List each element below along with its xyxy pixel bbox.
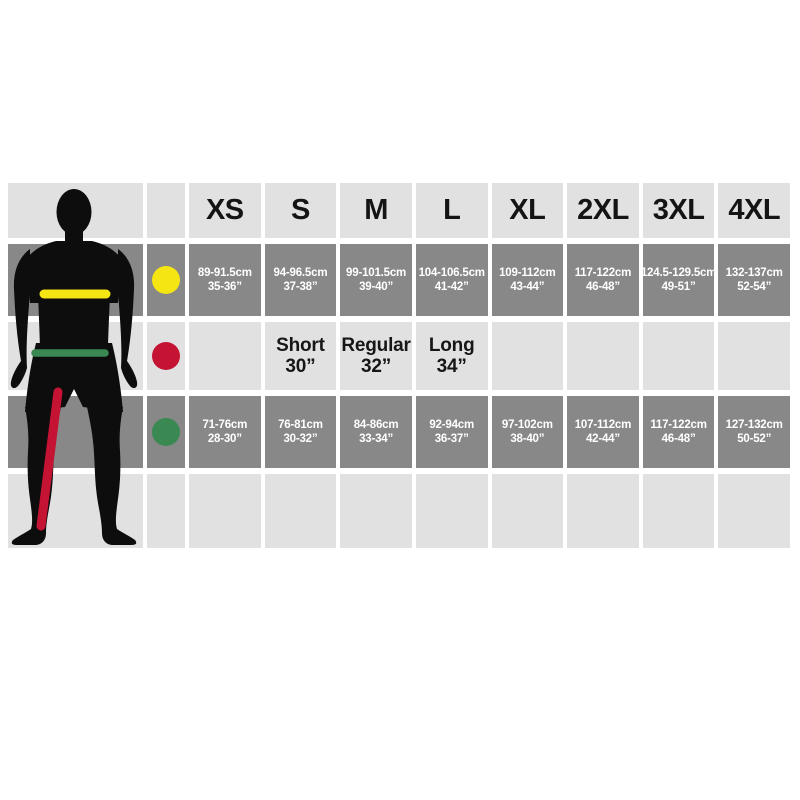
inch-range: 41-42”	[434, 281, 469, 293]
chest-cell-xs: 89-91.5cm 35-36”	[189, 244, 261, 316]
waist-cell-4xl: 127-132cm 50-52”	[718, 396, 790, 468]
fit-cell-2xl	[567, 322, 639, 390]
waist-cell-l: 92-94cm 36-37”	[415, 396, 488, 468]
spacer-cell	[491, 474, 564, 548]
figure-background-cell	[8, 322, 143, 390]
inch-range: 42-44”	[585, 433, 620, 445]
cm-range: 94-96.5cm	[273, 267, 328, 279]
chest-cell-3xl: 124.5-129.5cm 49-51”	[640, 244, 717, 316]
marker-column-header-cell	[147, 183, 185, 238]
fit-label: Short	[276, 335, 325, 356]
inch-range: 46-48”	[585, 281, 620, 293]
spacer-cell	[189, 474, 261, 548]
size-column-header-l: L	[415, 183, 488, 238]
cm-range: 117-122cm	[650, 419, 707, 431]
fit-cell-l: Long 34”	[415, 322, 488, 390]
yellow-dot-icon	[152, 266, 180, 294]
marker-cell-inside-leg	[147, 322, 185, 390]
fit-inches: 32”	[361, 356, 392, 377]
fit-cell-m: Regular 32”	[340, 322, 412, 390]
size-chart-table: XS S M L XL 2XL 3XL 4XL 89-91.5cm 35-36”…	[8, 183, 790, 548]
cm-range: 132-137cm	[725, 267, 783, 279]
cm-range: 117-122cm	[574, 267, 632, 279]
inch-range: 36-37”	[434, 433, 469, 445]
cm-range: 109-112cm	[499, 267, 556, 279]
cm-range: 92-94cm	[429, 419, 474, 431]
inch-range: 52-54”	[737, 281, 772, 293]
red-dot-icon	[152, 342, 180, 370]
chest-cell-xl: 109-112cm 43-44”	[491, 244, 564, 316]
cm-range: 97-102cm	[501, 419, 553, 431]
cm-range: 84-86cm	[353, 419, 399, 431]
inch-range: 50-52”	[737, 433, 772, 445]
inch-range: 38-40”	[510, 433, 545, 445]
cm-range: 99-101.5cm	[346, 267, 407, 279]
inch-range: 43-44”	[510, 281, 545, 293]
waist-cell-xl: 97-102cm 38-40”	[491, 396, 564, 468]
size-column-header-s: S	[264, 183, 337, 238]
cm-range: 124.5-129.5cm	[640, 267, 717, 279]
size-column-header-xs: XS	[189, 183, 261, 238]
inch-range: 30-32”	[283, 433, 318, 445]
marker-cell-waist	[147, 396, 185, 468]
spacer-cell	[567, 474, 639, 548]
fit-cell-xl	[491, 322, 564, 390]
chest-cell-l: 104-106.5cm 41-42”	[415, 244, 488, 316]
figure-background-cell	[8, 244, 143, 316]
fit-cell-3xl	[642, 322, 715, 390]
cm-range: 107-112cm	[574, 419, 632, 431]
cm-range: 127-132cm	[725, 419, 783, 431]
figure-background-cell	[8, 396, 143, 468]
inch-range: 39-40”	[359, 281, 394, 293]
fit-cell-4xl	[718, 322, 790, 390]
figure-background-cell	[8, 474, 143, 548]
fit-label: Long	[428, 335, 475, 356]
cm-range: 71-76cm	[202, 419, 248, 431]
size-column-header-m: M	[340, 183, 412, 238]
size-column-header-xl: XL	[491, 183, 564, 238]
fit-inches: 30”	[285, 356, 316, 377]
inch-range: 46-48”	[661, 433, 696, 445]
figure-background-cell	[8, 183, 143, 238]
chest-cell-4xl: 132-137cm 52-54”	[718, 244, 790, 316]
inch-range: 37-38”	[283, 281, 318, 293]
waist-cell-3xl: 117-122cm 46-48”	[642, 396, 715, 468]
green-dot-icon	[152, 418, 180, 446]
inch-range: 49-51”	[661, 281, 696, 293]
inch-range: 28-30”	[207, 433, 242, 445]
chest-cell-m: 99-101.5cm 39-40”	[340, 244, 412, 316]
waist-cell-2xl: 107-112cm 42-44”	[567, 396, 639, 468]
spacer-cell	[264, 474, 337, 548]
fit-cell-xs	[189, 322, 261, 390]
fit-inches: 34”	[436, 356, 467, 377]
marker-cell-chest	[147, 244, 185, 316]
size-column-header-4xl: 4XL	[718, 183, 790, 238]
waist-cell-xs: 71-76cm 28-30”	[189, 396, 261, 468]
fit-label: Regular	[341, 335, 411, 356]
cm-range: 89-91.5cm	[197, 267, 252, 279]
spacer-cell	[147, 474, 185, 548]
spacer-cell	[415, 474, 488, 548]
spacer-cell	[340, 474, 412, 548]
size-column-header-3xl: 3XL	[642, 183, 715, 238]
cm-range: 104-106.5cm	[418, 267, 485, 279]
waist-cell-m: 84-86cm 33-34”	[340, 396, 412, 468]
waist-cell-s: 76-81cm 30-32”	[264, 396, 337, 468]
chest-cell-2xl: 117-122cm 46-48”	[567, 244, 639, 316]
cm-range: 76-81cm	[278, 419, 323, 431]
spacer-cell	[642, 474, 715, 548]
chest-cell-s: 94-96.5cm 37-38”	[264, 244, 337, 316]
size-column-header-2xl: 2XL	[567, 183, 639, 238]
inch-range: 35-36”	[207, 281, 242, 293]
fit-cell-s: Short 30”	[264, 322, 337, 390]
inch-range: 33-34”	[359, 433, 394, 445]
spacer-cell	[718, 474, 790, 548]
